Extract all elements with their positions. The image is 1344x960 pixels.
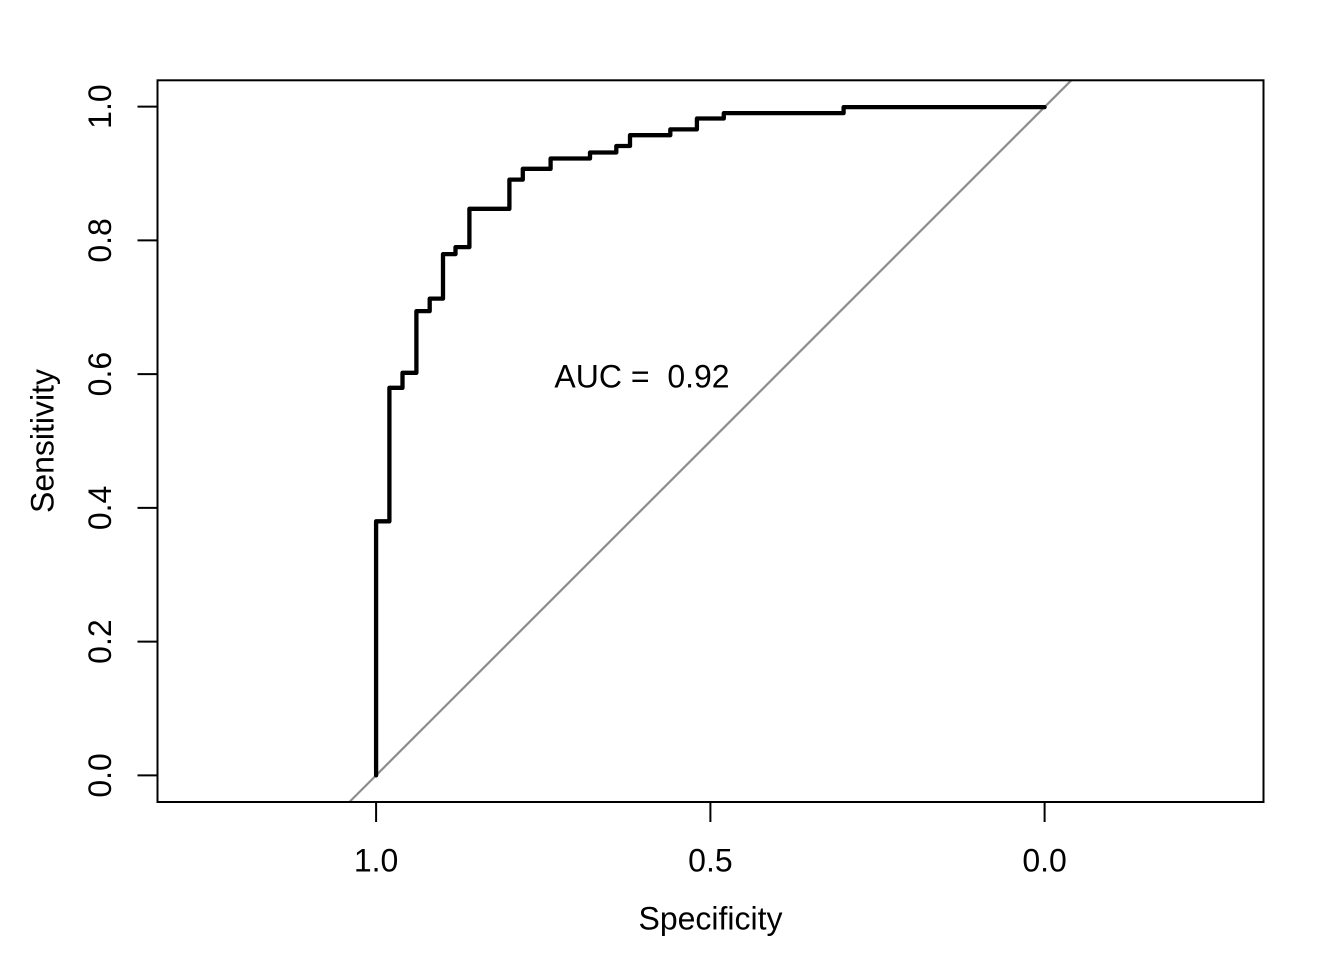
svg-text:1.0: 1.0 bbox=[354, 843, 398, 879]
svg-text:0.0: 0.0 bbox=[82, 753, 118, 797]
svg-text:Sensitivity: Sensitivity bbox=[25, 369, 61, 513]
svg-text:0.6: 0.6 bbox=[82, 352, 118, 396]
svg-text:0.8: 0.8 bbox=[82, 218, 118, 262]
svg-text:0.0: 0.0 bbox=[1022, 843, 1066, 879]
svg-text:0.5: 0.5 bbox=[688, 843, 732, 879]
svg-text:1.0: 1.0 bbox=[82, 84, 118, 128]
svg-text:AUC = 0.92: AUC = 0.92 bbox=[554, 359, 729, 395]
svg-text:0.2: 0.2 bbox=[82, 619, 118, 663]
svg-text:Specificity: Specificity bbox=[638, 901, 782, 937]
svg-text:0.4: 0.4 bbox=[82, 486, 118, 530]
